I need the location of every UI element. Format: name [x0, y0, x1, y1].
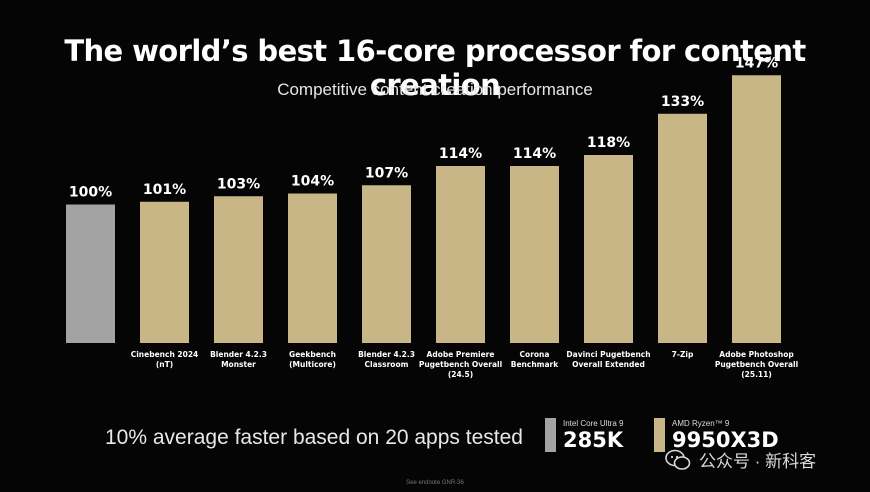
- legend-intel-family: Intel Core Ultra 9: [563, 419, 624, 428]
- watermark-text: 公众号 · 新科客: [699, 452, 817, 471]
- bar-4: [362, 185, 411, 343]
- data-label-9: 147%: [735, 55, 778, 71]
- data-label-8: 133%: [661, 94, 704, 110]
- bar-3: [288, 193, 337, 343]
- category-label-2: Blender 4.2.3 Monster: [210, 350, 267, 369]
- bar-9: [732, 75, 781, 343]
- chart-title: The world’s best 16-core processor for c…: [64, 34, 806, 102]
- summary-footnote: 10% average faster based on 20 apps test…: [105, 426, 523, 449]
- bar-8: [658, 113, 707, 343]
- bar-7: [584, 155, 633, 343]
- data-label-2: 103%: [217, 176, 260, 192]
- legend-amd-family: AMD Ryzen™ 9: [672, 419, 730, 428]
- legend-swatch-intel: [545, 418, 556, 452]
- wechat-icon: [665, 449, 691, 470]
- category-label-1: Cinebench 2024 (nT): [131, 350, 199, 369]
- category-label-4: Blender 4.2.3 Classroom: [358, 350, 415, 369]
- bar-5: [436, 166, 485, 343]
- source-note: See endnote GNR-36: [406, 480, 464, 486]
- legend-amd-model: 9950X3D: [672, 428, 779, 452]
- category-label-9: Adobe Photoshop Pugetbench Overall (25.11): [715, 350, 798, 379]
- bar-chart: 100% 101% Cinebench 2024 (nT) 103% Blender 4.…: [66, 55, 798, 379]
- category-label-8: 7-Zip: [672, 350, 694, 359]
- data-label-4: 107%: [365, 165, 408, 181]
- chart-subtitle: Competitive content creation performance: [277, 80, 593, 99]
- category-label-6: Corona Benchmark: [511, 350, 560, 369]
- data-label-0: 100%: [69, 185, 112, 201]
- category-label-7: Davinci Pugetbench Overall Extended: [566, 350, 650, 369]
- data-label-5: 114%: [439, 146, 482, 162]
- bar-2: [214, 196, 263, 343]
- bar-0: [66, 204, 115, 343]
- data-label-6: 114%: [513, 146, 556, 162]
- data-label-1: 101%: [143, 182, 186, 198]
- data-label-7: 118%: [587, 135, 630, 151]
- bar-6: [510, 166, 559, 343]
- wechat-watermark: 公众号 · 新科客: [665, 447, 816, 472]
- category-label-3: Geekbench (Multicore): [289, 350, 336, 369]
- data-label-3: 104%: [291, 174, 334, 190]
- category-label-5: Adobe Premiere Pugetbench Overall (24.5): [419, 350, 502, 379]
- bar-1: [140, 201, 189, 343]
- legend-intel-model: 285K: [563, 428, 624, 452]
- legend-swatch-amd: [654, 418, 665, 452]
